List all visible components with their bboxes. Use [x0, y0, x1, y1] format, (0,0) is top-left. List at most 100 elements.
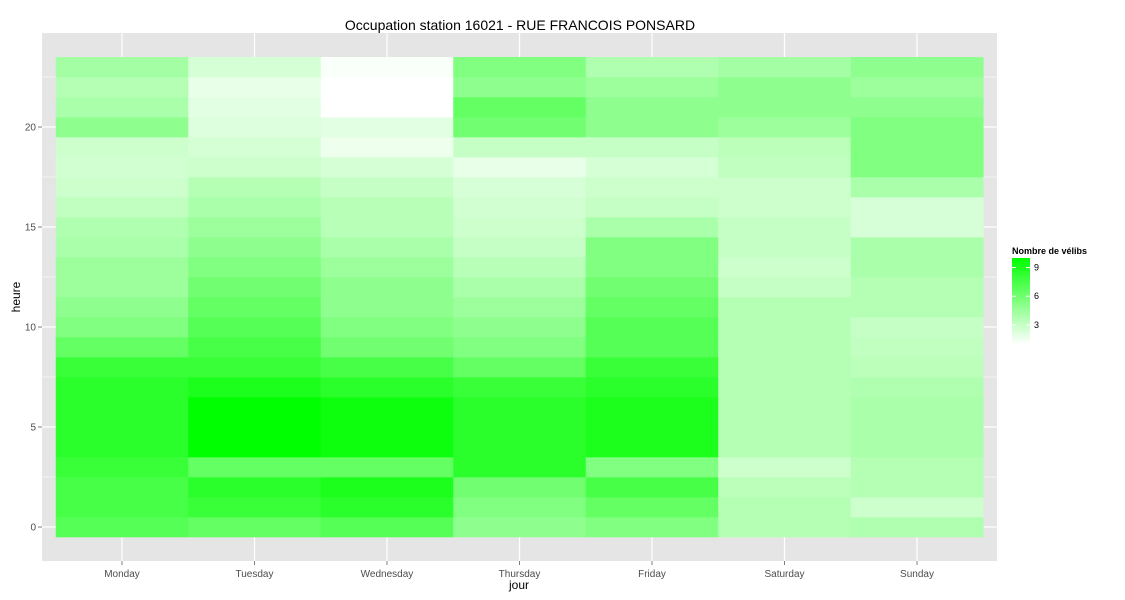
heatmap-cell: [850, 57, 984, 78]
heatmap-cell: [850, 477, 984, 498]
heatmap-cell: [55, 97, 189, 118]
heatmap-cell: [188, 257, 322, 278]
y-axis-title: heure: [9, 281, 23, 312]
heatmap-cell: [585, 297, 719, 318]
heatmap-cell: [585, 277, 719, 298]
heatmap-cell: [453, 457, 587, 478]
y-tick-label: 0: [30, 523, 36, 534]
heatmap-cell: [850, 157, 984, 178]
heatmap-cell: [188, 197, 322, 218]
heatmap-cell: [320, 77, 454, 98]
x-axis-title: jour: [508, 578, 529, 592]
heatmap-cell: [718, 397, 852, 418]
heatmap-cell: [320, 317, 454, 338]
heatmap-cell: [55, 517, 189, 538]
heatmap-cell: [850, 197, 984, 218]
heatmap-cell: [585, 477, 719, 498]
heatmap-cell: [453, 477, 587, 498]
heatmap-cell: [55, 177, 189, 198]
legend-tick-label: 3: [1034, 320, 1039, 330]
heatmap-cell: [453, 157, 587, 178]
heatmap-cell: [850, 517, 984, 538]
heatmap-cell: [453, 317, 587, 338]
heatmap-cell: [850, 497, 984, 518]
heatmap-cell: [188, 377, 322, 398]
heatmap-cell: [585, 177, 719, 198]
heatmap-cell: [188, 317, 322, 338]
heatmap-cell: [55, 77, 189, 98]
heatmap-cell: [55, 377, 189, 398]
heatmap-cell: [188, 137, 322, 158]
heatmap-cell: [188, 277, 322, 298]
heatmap-cell: [585, 117, 719, 138]
y-tick-label: 15: [25, 223, 37, 234]
heatmap-cell: [718, 297, 852, 318]
heatmap-cell: [585, 417, 719, 438]
heatmap-cell: [453, 237, 587, 258]
legend-ticks: 3 6 9: [1012, 263, 1039, 330]
heatmap-cell: [320, 437, 454, 458]
y-tick-label: 5: [30, 423, 36, 434]
heatmap-cell: [718, 177, 852, 198]
heatmap-cell: [188, 217, 322, 238]
heatmap-cell: [718, 457, 852, 478]
heatmap-cell: [850, 97, 984, 118]
heatmap-cell: [718, 137, 852, 158]
heatmap-cell: [585, 257, 719, 278]
heatmap-cell: [453, 217, 587, 238]
heatmap-cell: [188, 497, 322, 518]
heatmap-cell: [55, 237, 189, 258]
heatmap-cell: [320, 117, 454, 138]
heatmap-cell: [188, 357, 322, 378]
heatmap-cell: [585, 97, 719, 118]
heatmap-cell: [453, 197, 587, 218]
heatmap-cell: [453, 57, 587, 78]
heatmap-cell: [453, 397, 587, 418]
heatmap-cell: [320, 217, 454, 238]
heatmap-cell: [188, 337, 322, 358]
heatmap-cell: [55, 417, 189, 438]
heatmap-cell: [718, 217, 852, 238]
heatmap-cell: [320, 337, 454, 358]
heatmap-cell: [850, 77, 984, 98]
heatmap-cell: [188, 77, 322, 98]
heatmap-cell: [718, 437, 852, 458]
heatmap-cell: [585, 437, 719, 458]
heatmap-cell: [320, 417, 454, 438]
heatmap-cell: [320, 137, 454, 158]
heatmap-cell: [55, 137, 189, 158]
heatmap-cell: [188, 97, 322, 118]
heatmap-cell: [55, 357, 189, 378]
heatmap-cell: [55, 217, 189, 238]
heatmap-cell: [453, 497, 587, 518]
heatmap-cell: [188, 177, 322, 198]
heatmap-cell: [55, 197, 189, 218]
heatmap-cell: [55, 57, 189, 78]
heatmap-cell: [850, 397, 984, 418]
heatmap-cell: [453, 97, 587, 118]
heatmap-cell: [55, 337, 189, 358]
heatmap-cell: [850, 177, 984, 198]
heatmap-cell: [585, 217, 719, 238]
heatmap-cell: [320, 297, 454, 318]
heatmap-cell: [453, 277, 587, 298]
heatmap-cell: [320, 277, 454, 298]
heatmap-cell: [850, 377, 984, 398]
heatmap-cell: [585, 237, 719, 258]
heatmap-cell: [850, 297, 984, 318]
x-tick-label: Wednesday: [361, 569, 414, 580]
heatmap-cell: [453, 177, 587, 198]
heatmap-cell: [718, 417, 852, 438]
heatmap-cell: [585, 357, 719, 378]
heatmap-cell: [55, 437, 189, 458]
heatmap-cell: [188, 417, 322, 438]
heatmap-cell: [718, 157, 852, 178]
heatmap-cell: [718, 377, 852, 398]
heatmap-cell: [718, 497, 852, 518]
heatmap-cell: [55, 497, 189, 518]
heatmap-cell: [850, 257, 984, 278]
heatmap-cell: [55, 277, 189, 298]
heatmap-cell: [320, 257, 454, 278]
heatmap-cell: [850, 137, 984, 158]
heatmap-cell: [718, 477, 852, 498]
